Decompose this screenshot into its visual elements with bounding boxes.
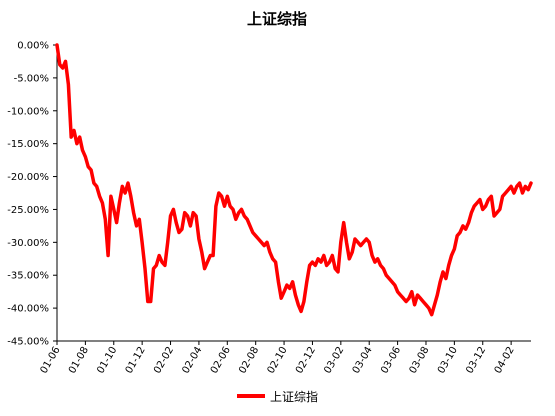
x-tick-label: 03-08 [408,345,432,376]
y-tick-label: -25.00% [7,205,49,216]
y-tick-label: -35.00% [7,271,49,282]
series-layer [55,43,533,317]
x-tick-label: 03-10 [436,345,460,376]
y-tick-label: -40.00% [7,304,49,315]
axes [56,45,531,342]
x-tick-label: 03-12 [464,345,488,376]
y-tick-label: 0.00% [17,41,49,52]
x-tick-label: 01-10 [95,345,119,376]
y-tick-label: -45.00% [7,337,49,348]
x-axis-ticks: 01-06 01-08 01-10 01-12 02-02 02-04 02-06 02-08… [39,341,517,376]
y-tick-label: -15.00% [7,139,49,150]
legend-label: 上证综指 [270,389,318,404]
x-tick-label: 02-02 [152,345,176,376]
x-tick-label: 04-02 [493,345,517,376]
y-tick-label: -10.00% [7,106,49,117]
x-tick-label: 02-04 [180,345,204,376]
y-tick-label: -30.00% [7,238,49,249]
chart-title: 上证综指 [247,10,307,28]
x-tick-label: 01-06 [39,345,63,376]
legend: 上证综指 [237,389,318,404]
y-axis-ticks: 0.00% -5.00% -10.00% -15.00% -20.00% -25.00% -… [7,41,57,348]
x-tick-label: 02-12 [294,345,318,376]
x-tick-label: 03-06 [379,345,403,376]
x-tick-label: 03-04 [351,345,375,376]
series-line [55,43,533,317]
y-tick-label: -5.00% [14,73,49,84]
x-tick-label: 03-02 [322,345,346,376]
x-tick-label: 02-10 [266,345,290,376]
x-tick-label: 02-06 [209,345,233,376]
y-tick-label: -20.00% [7,172,49,183]
x-tick-label: 02-08 [237,345,261,376]
x-tick-label: 01-12 [124,345,148,376]
x-tick-label: 01-08 [67,345,91,376]
